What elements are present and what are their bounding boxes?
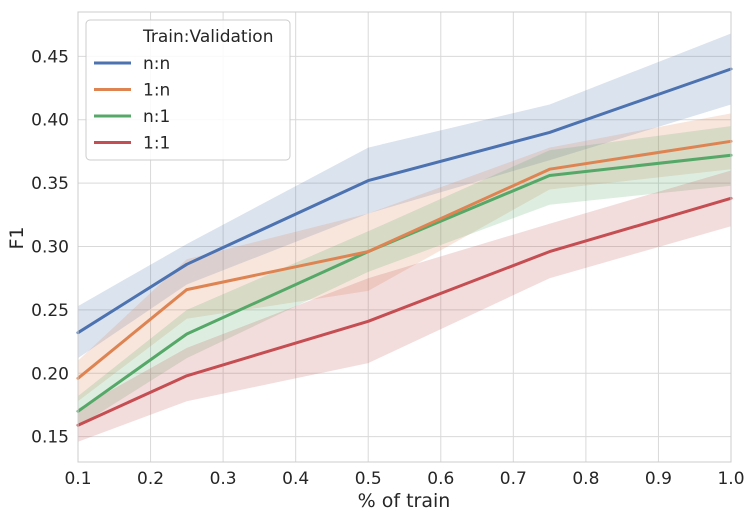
plot-frame — [77, 11, 732, 463]
y-tick-label: 0.40 — [31, 111, 69, 131]
x-tick-label: 0.1 — [64, 469, 91, 489]
x-tick-label: 0.3 — [210, 469, 237, 489]
band-n-1 — [78, 126, 731, 427]
y-tick-label: 0.15 — [31, 428, 69, 448]
y-tick-labels: 0.15 0.20 0.25 0.30 0.35 0.40 0.45 — [31, 47, 69, 447]
x-tick-label: 0.9 — [645, 469, 672, 489]
y-tick-label: 0.25 — [31, 301, 69, 321]
legend-box — [85, 19, 291, 161]
legend-label-1-1: 1:1 — [143, 134, 170, 154]
band-n-n — [78, 33, 731, 359]
x-tick-label: 0.8 — [572, 469, 599, 489]
line-1-1 — [76, 196, 733, 427]
y-tick-label: 0.35 — [31, 174, 69, 194]
legend-label-1-n: 1:n — [143, 81, 170, 101]
band-1-n — [78, 113, 731, 402]
y-axis-label: F1 — [6, 226, 28, 249]
x-axis-label: % of train — [358, 490, 451, 512]
x-tick-label: 1.0 — [717, 469, 744, 489]
y-tick-label: 0.45 — [31, 47, 69, 67]
x-tick-label: 0.4 — [282, 469, 309, 489]
series-lines — [76, 67, 733, 427]
x-tick-label: 0.2 — [137, 469, 164, 489]
x-tick-labels: 0.1 0.2 0.3 0.4 0.5 0.6 0.7 0.8 0.9 1.0 — [64, 469, 744, 489]
axes-frame — [77, 11, 732, 463]
line-n-n — [76, 67, 733, 335]
legend-label-n-n: n:n — [143, 54, 170, 74]
line-1-n — [76, 139, 733, 380]
legend-label-n-1: n:1 — [143, 107, 170, 127]
legend: Train:Validation n:n 1:n n:1 1:1 — [85, 19, 291, 161]
x-tick-label: 0.6 — [427, 469, 454, 489]
legend-title: Train:Validation — [142, 27, 273, 47]
x-tick-label: 0.7 — [500, 469, 527, 489]
x-tick-label: 0.5 — [355, 469, 382, 489]
y-tick-label: 0.20 — [31, 364, 69, 384]
y-tick-label: 0.30 — [31, 238, 69, 258]
